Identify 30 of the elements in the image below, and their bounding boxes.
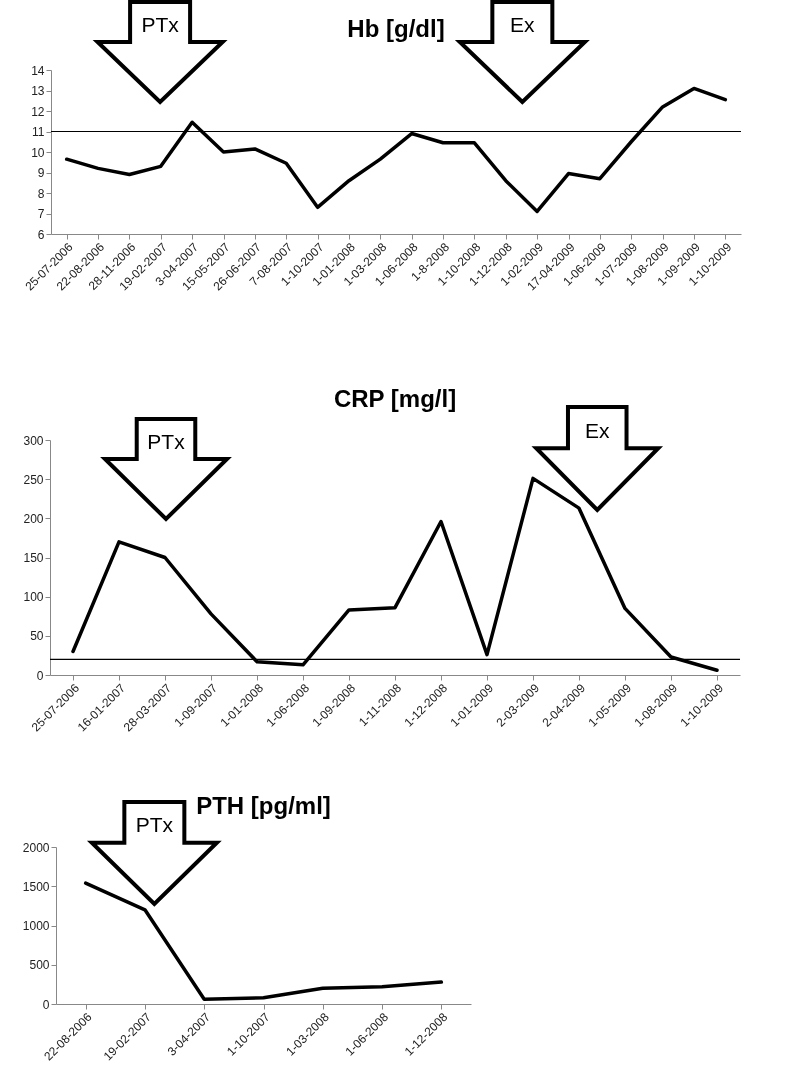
y-tick-label: 8 bbox=[37, 186, 45, 201]
y-tick-label: 0 bbox=[36, 668, 44, 683]
y-tick-label: 200 bbox=[23, 511, 44, 526]
y-tick-label: 1500 bbox=[22, 879, 50, 894]
annotation: PTx bbox=[147, 430, 186, 453]
y-tick-label: 12 bbox=[31, 104, 45, 119]
y-tick-label: 2000 bbox=[22, 840, 50, 855]
y-tick-label: 0 bbox=[42, 997, 50, 1012]
text: Ex bbox=[510, 13, 536, 36]
y-tick-label: 7 bbox=[37, 207, 45, 221]
y-tick-label: 1000 bbox=[22, 919, 50, 933]
y-tick-label: 500 bbox=[29, 958, 50, 973]
y-tick-label: 14 bbox=[31, 63, 45, 78]
line-series bbox=[83, 881, 444, 1002]
y-tick-label: 13 bbox=[31, 84, 45, 98]
y-tick-label: 9 bbox=[37, 166, 45, 180]
y-tick-label: 150 bbox=[23, 551, 44, 565]
y-tick-label: 100 bbox=[23, 590, 44, 605]
chart-title: CRP [mg/l] bbox=[333, 385, 457, 412]
text: PTx bbox=[135, 813, 174, 837]
y-tick-label: 6 bbox=[37, 227, 45, 242]
y-tick-label: 50 bbox=[30, 629, 44, 644]
chart-title: PTH [pg/ml] bbox=[196, 792, 331, 819]
y-tick-label: 300 bbox=[23, 433, 44, 448]
chart-title: Hb [g/dl] bbox=[347, 15, 445, 42]
y-tick-label: 250 bbox=[23, 472, 44, 487]
y-tick-label: 10 bbox=[31, 145, 45, 160]
y-tick-label: 11 bbox=[32, 125, 45, 139]
annotation: Ex bbox=[584, 418, 610, 442]
text: PTx bbox=[141, 13, 180, 36]
